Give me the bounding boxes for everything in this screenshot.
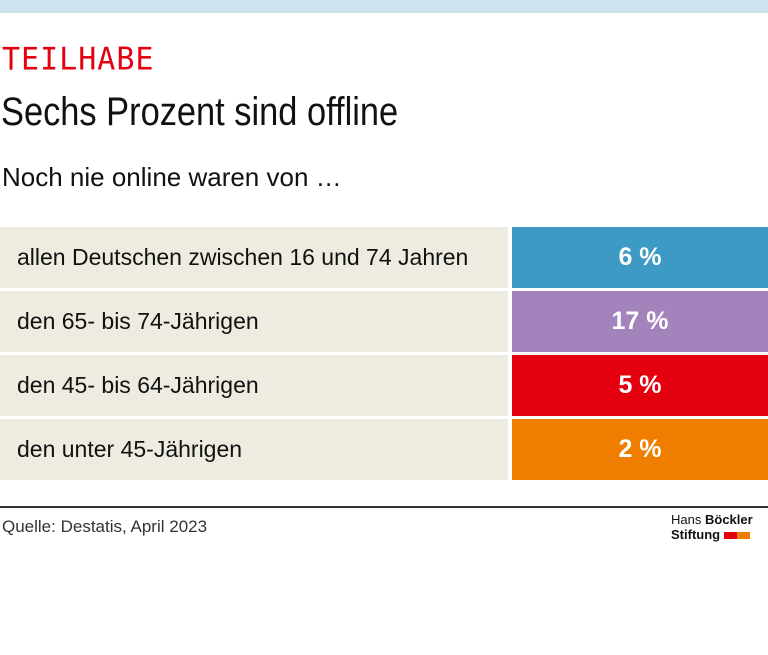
table-row: den 45- bis 64-Jährigen 5 % <box>0 355 768 416</box>
row-label: den unter 45-Jährigen <box>0 419 508 480</box>
logo-square-orange <box>736 532 750 540</box>
divider <box>0 506 768 508</box>
logo-square-red <box>723 532 737 540</box>
table-row: den 65- bis 74-Jährigen 17 % <box>0 291 768 352</box>
source-note: Quelle: Destatis, April 2023 <box>2 517 208 536</box>
row-value: 5 % <box>512 355 768 416</box>
row-value: 2 % <box>512 419 768 480</box>
top-bar <box>0 0 768 13</box>
row-label: allen Deutschen zwischen 16 und 74 Jahre… <box>0 227 508 288</box>
kicker: TEILHABE <box>2 41 155 78</box>
row-label: den 45- bis 64-Jährigen <box>0 355 508 416</box>
row-value: 17 % <box>512 291 768 352</box>
chart-subtitle: Noch nie online waren von … <box>2 162 342 192</box>
hans-boeckler-logo: Hans Böckler Stiftung <box>671 512 753 542</box>
table-row: den unter 45-Jährigen 2 % <box>0 419 768 480</box>
row-label: den 65- bis 74-Jährigen <box>0 291 508 352</box>
row-value: 6 % <box>512 227 768 288</box>
table-row: allen Deutschen zwischen 16 und 74 Jahre… <box>0 227 768 288</box>
chart-title: Sechs Prozent sind offline <box>1 90 399 134</box>
